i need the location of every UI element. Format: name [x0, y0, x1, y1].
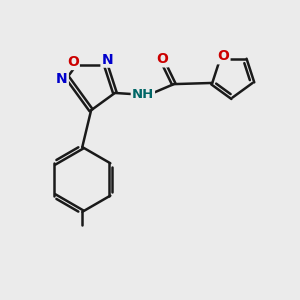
Text: O: O: [156, 52, 168, 66]
Text: O: O: [218, 49, 230, 63]
Text: N: N: [101, 53, 113, 67]
Text: N: N: [56, 72, 68, 86]
Text: O: O: [67, 55, 79, 69]
Text: NH: NH: [132, 88, 154, 101]
